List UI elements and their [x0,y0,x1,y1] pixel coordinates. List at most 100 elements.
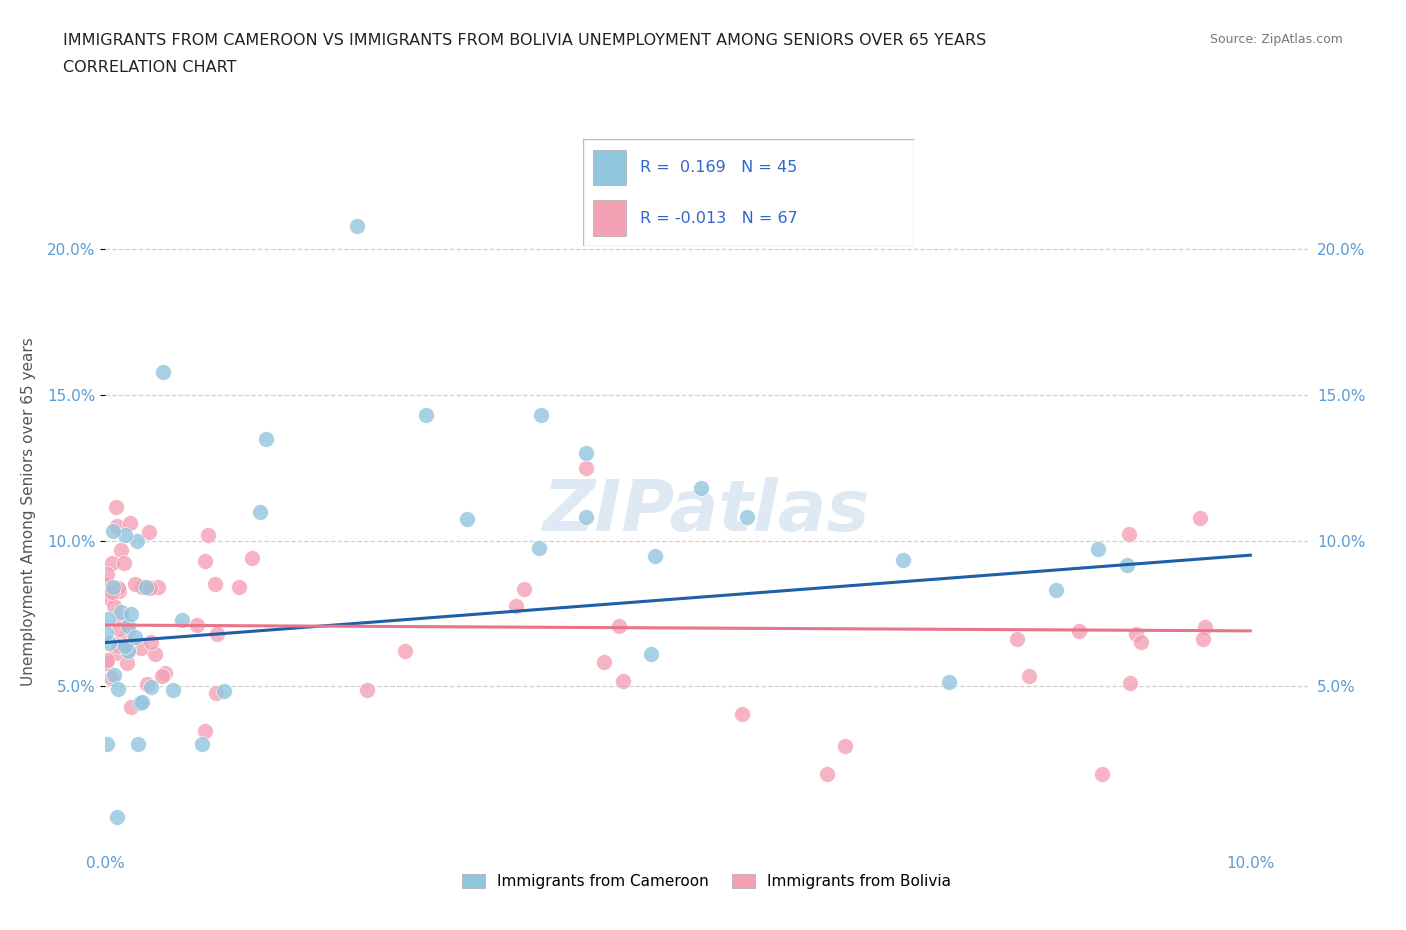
Point [139,580,162,595]
Point [1118,526,1140,541]
Point [110,543,132,558]
Point [1067,623,1090,638]
Point [731,706,754,721]
Point [197,527,219,542]
Point [191,737,214,751]
Point [575,445,598,460]
Point [104,499,127,514]
Point [212,684,235,698]
Point [94,578,117,592]
Point [575,460,598,475]
Point [527,540,550,555]
Point [162,683,184,698]
Point [110,604,132,619]
Point [644,549,666,564]
Point [1188,511,1211,525]
Point [96,652,118,667]
Point [105,519,128,534]
Point [1005,631,1028,646]
Point [105,810,128,825]
Point [834,738,856,753]
Point [131,695,153,710]
Text: CORRELATION CHART: CORRELATION CHART [63,60,236,75]
Point [1018,669,1040,684]
Point [96,737,118,751]
Point [529,408,551,423]
Text: ZIPatlas: ZIPatlas [543,477,870,546]
Point [105,646,128,661]
Point [110,609,132,624]
Point [1125,626,1147,641]
Point [131,579,153,594]
Point [394,644,416,658]
Point [593,655,616,670]
Point [607,618,630,633]
Point [101,524,124,538]
Point [117,624,139,639]
Point [575,510,598,525]
Point [194,724,217,738]
Point [138,525,160,539]
Point [107,682,129,697]
Point [100,585,122,600]
Point [120,699,142,714]
Point [1115,557,1137,572]
Point [689,481,711,496]
Point [155,666,177,681]
Point [415,408,437,423]
Bar [593,151,627,185]
Point [117,644,139,658]
Point [94,656,117,671]
Point [129,641,152,656]
Point [170,613,193,628]
Point [97,635,120,650]
Point [100,555,122,570]
Point [114,527,136,542]
Point [103,668,125,683]
Point [249,505,271,520]
Point [735,510,758,525]
Point [186,618,208,632]
Point [124,577,146,591]
Point [127,533,149,548]
Point [128,696,150,711]
Point [150,669,173,684]
Point [938,674,960,689]
Point [120,606,142,621]
Point [107,580,129,595]
Point [204,577,226,591]
Point [640,646,662,661]
Point [1192,631,1215,646]
Point [815,766,838,781]
Point [117,641,139,656]
Point [356,683,378,698]
Text: Source: ZipAtlas.com: Source: ZipAtlas.com [1209,33,1343,46]
Point [346,219,368,233]
Point [97,612,120,627]
Point [135,579,157,594]
Point [891,552,914,567]
Point [146,579,169,594]
Point [228,579,250,594]
Point [108,583,131,598]
Point [1130,634,1153,649]
Point [152,365,174,379]
Point [1090,766,1112,781]
Point [103,599,125,614]
Point [108,634,131,649]
Legend: Immigrants from Cameroon, Immigrants from Bolivia: Immigrants from Cameroon, Immigrants fro… [456,869,957,896]
Text: R =  0.169   N = 45: R = 0.169 N = 45 [640,160,797,176]
Point [114,638,136,653]
Point [136,676,159,691]
Y-axis label: Unemployment Among Seniors over 65 years: Unemployment Among Seniors over 65 years [21,338,37,686]
Point [115,656,138,671]
Point [456,512,478,526]
Point [143,647,166,662]
Point [194,553,217,568]
Point [117,618,139,633]
Point [127,737,149,751]
Point [100,671,122,685]
Point [240,551,263,565]
Point [94,625,117,640]
Point [254,432,277,446]
